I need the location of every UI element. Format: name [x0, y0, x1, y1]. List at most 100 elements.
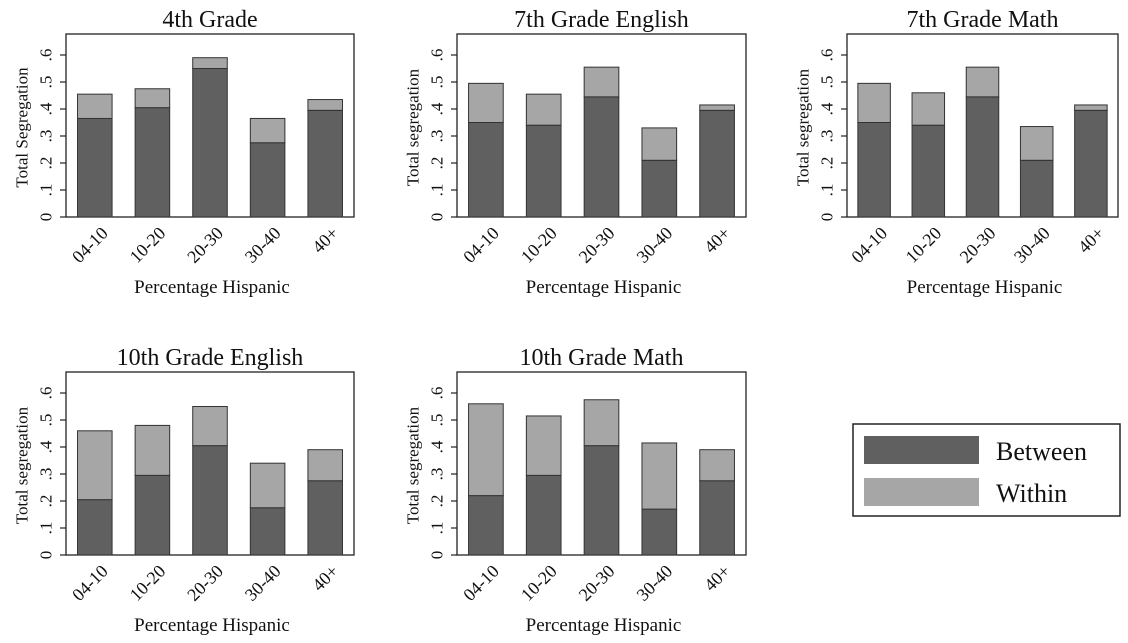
- y-axis-label: Total segregation: [13, 406, 32, 524]
- x-tick-label: 40+: [700, 223, 734, 257]
- x-tick-label: 20-30: [183, 561, 227, 605]
- y-tick-label: .5: [428, 414, 447, 427]
- y-tick-label: .5: [37, 414, 56, 427]
- y-tick-label: .1: [37, 522, 56, 535]
- x-axis-label: Percentage Hispanic: [526, 277, 682, 298]
- bar-between: [1074, 109, 1108, 218]
- legend: Between Within: [852, 423, 1121, 517]
- y-tick-label: .5: [428, 76, 447, 89]
- bar-between: [192, 445, 228, 556]
- y-tick-label: .4: [37, 102, 56, 115]
- x-tick-label: 04-10: [459, 223, 503, 267]
- x-tick-label: 10-20: [126, 561, 170, 605]
- x-tick-label: 04-10: [68, 223, 112, 267]
- bar-between: [134, 107, 171, 218]
- x-axis-label: Percentage Hispanic: [907, 277, 1063, 298]
- x-tick-label: 30-40: [241, 223, 285, 267]
- y-tick-label: .2: [818, 157, 837, 170]
- x-axis-label: Percentage Hispanic: [526, 615, 682, 636]
- bar-within: [307, 449, 343, 482]
- y-tick-label: .3: [428, 130, 447, 143]
- bar-between: [307, 480, 343, 556]
- bar-within: [134, 88, 171, 109]
- x-axis-label: Percentage Hispanic: [134, 277, 290, 298]
- bar-within: [77, 93, 113, 119]
- y-tick-label: .6: [818, 49, 837, 62]
- bar-between: [1019, 159, 1054, 218]
- y-tick-label: .2: [37, 495, 56, 508]
- y-tick-label: .3: [37, 130, 56, 143]
- x-tick-label: 10-20: [126, 223, 170, 267]
- bar-between: [77, 117, 113, 218]
- y-tick-label: .4: [428, 102, 447, 115]
- legend-swatch-within: [864, 478, 979, 506]
- y-tick-label: .6: [37, 387, 56, 400]
- y-tick-label: .1: [428, 522, 447, 535]
- y-tick-label: .1: [37, 184, 56, 197]
- bar-within: [699, 449, 735, 482]
- legend-swatch-between: [864, 436, 979, 464]
- y-axis-label: Total Segregation: [13, 67, 32, 188]
- y-tick-label: .2: [37, 157, 56, 170]
- y-tick-label: 0: [818, 213, 837, 222]
- legend-label-between: Between: [996, 437, 1087, 466]
- bar-within: [307, 99, 343, 111]
- bar-between: [641, 159, 678, 218]
- y-axis-label: Total segregation: [404, 406, 423, 524]
- y-tick-label: .1: [818, 184, 837, 197]
- chart-title: 7th Grade Math: [907, 7, 1059, 33]
- y-tick-label: .3: [428, 468, 447, 481]
- y-axis-label: Total segregation: [794, 68, 813, 186]
- x-tick-label: 20-30: [575, 561, 619, 605]
- y-tick-label: .4: [428, 440, 447, 453]
- bar-between: [468, 495, 504, 556]
- y-tick-label: 0: [428, 213, 447, 222]
- x-tick-label: 40+: [700, 561, 734, 595]
- chart-panel: 4th Grade 0 .1 .2 .3 .4 .5 .6 Total Segregation 0…: [13, 7, 355, 298]
- bar-between: [77, 499, 113, 556]
- bar-within: [583, 399, 620, 447]
- bar-between: [525, 124, 562, 218]
- bar-within: [699, 104, 735, 111]
- x-tick-label: 04-10: [459, 561, 503, 605]
- x-tick-label: 30-40: [633, 561, 677, 605]
- bar-within: [468, 82, 504, 123]
- bar-within: [641, 127, 678, 161]
- bar-within: [468, 403, 504, 497]
- bar-within: [857, 82, 891, 123]
- bar-between: [965, 96, 1000, 218]
- x-tick-label: 20-30: [575, 223, 619, 267]
- chart-panel: 10th Grade English 0 .1 .2 .3 .4 .5 .6 Total seg…: [13, 345, 355, 636]
- bar-within: [77, 430, 113, 501]
- bar-between: [583, 445, 620, 556]
- x-tick-label: 30-40: [633, 223, 677, 267]
- bar-between: [249, 142, 286, 218]
- y-tick-label: .6: [37, 49, 56, 62]
- bar-between: [699, 109, 735, 218]
- y-tick-label: 0: [37, 213, 56, 222]
- x-tick-label: 40+: [1074, 223, 1108, 257]
- bar-between: [468, 122, 504, 218]
- x-tick-label: 30-40: [241, 561, 285, 605]
- bar-between: [525, 474, 562, 556]
- x-tick-label: 10-20: [517, 223, 561, 267]
- y-tick-label: .1: [428, 184, 447, 197]
- bar-between: [249, 507, 286, 556]
- y-tick-label: .5: [818, 76, 837, 89]
- y-tick-label: .2: [428, 495, 447, 508]
- bar-within: [249, 117, 286, 144]
- bar-within: [1019, 126, 1054, 161]
- legend-label-within: Within: [996, 479, 1067, 508]
- y-axis-label: Total segregation: [404, 68, 423, 186]
- x-tick-label: 04-10: [68, 561, 112, 605]
- x-tick-label: 10-20: [902, 223, 946, 267]
- y-tick-label: 0: [37, 551, 56, 560]
- y-tick-label: .3: [818, 130, 837, 143]
- chart-title: 4th Grade: [162, 7, 257, 33]
- bar-between: [192, 68, 228, 218]
- bar-within: [525, 415, 562, 476]
- y-tick-label: .4: [818, 102, 837, 115]
- x-tick-label: 40+: [308, 223, 342, 257]
- x-tick-label: 20-30: [183, 223, 227, 267]
